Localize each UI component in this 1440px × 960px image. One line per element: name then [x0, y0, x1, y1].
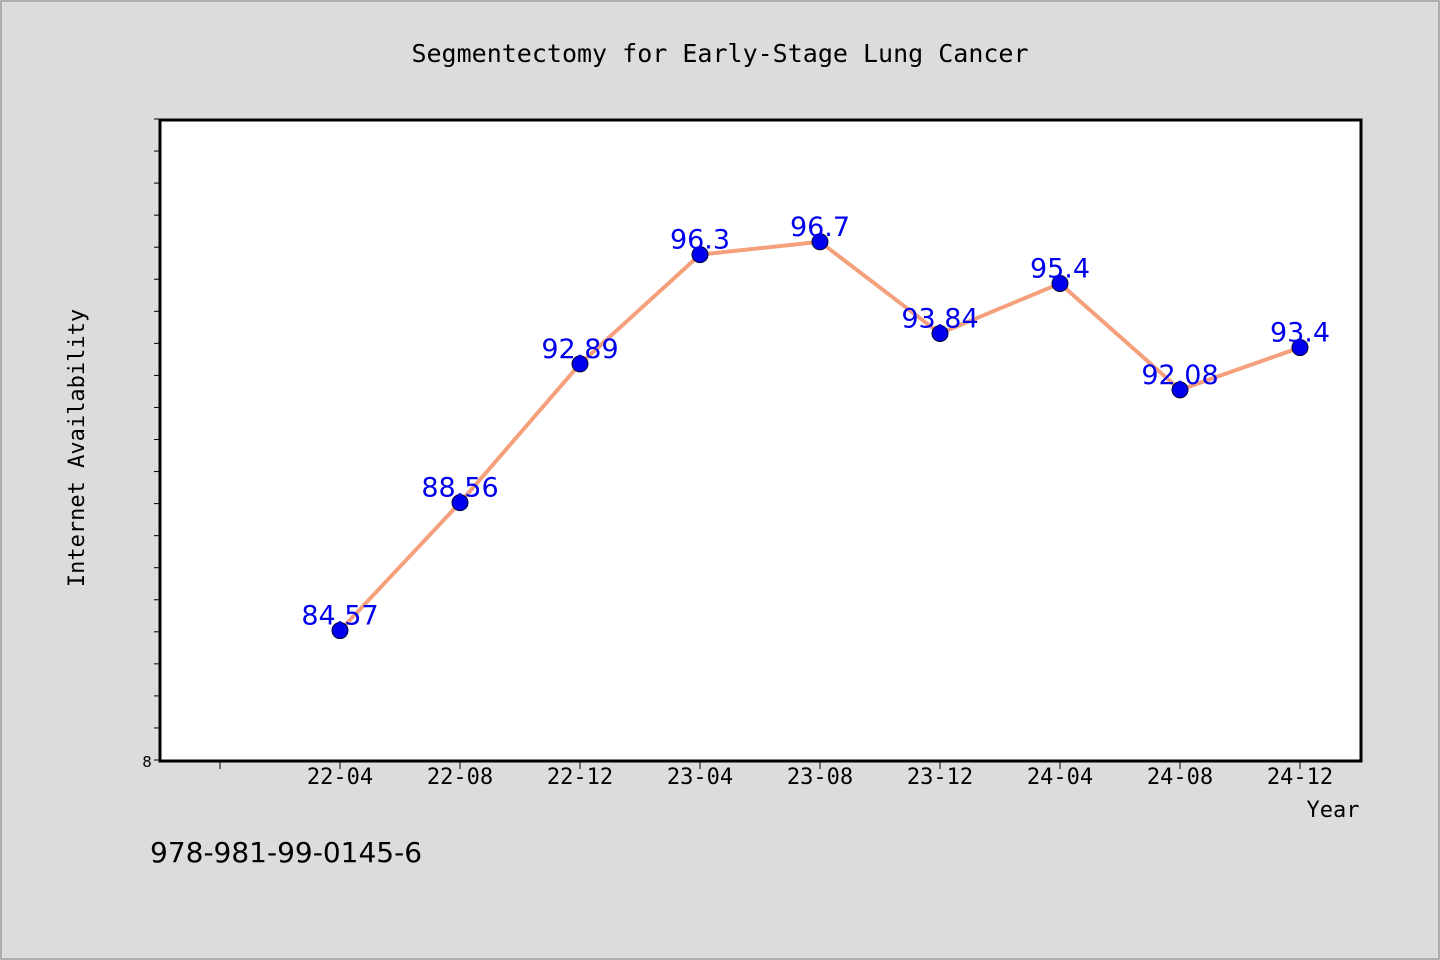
data-label: 93.4 [1270, 318, 1330, 349]
data-label: 93.84 [901, 303, 978, 334]
data-label: 96.7 [790, 212, 850, 243]
data-label: 95.4 [1030, 253, 1090, 284]
data-point [691, 246, 709, 264]
data-label: 88.56 [421, 473, 498, 504]
y-axis-label: Internet Availability [65, 309, 90, 587]
data-point [1171, 381, 1189, 399]
isbn-text: 978-981-99-0145-6 [150, 836, 423, 869]
data-point [1291, 339, 1309, 357]
data-point [931, 324, 949, 342]
data-point [1051, 274, 1069, 292]
data-point [571, 355, 589, 373]
x-tick-label: 24-08 [1147, 765, 1213, 790]
data-label: 96.3 [670, 225, 730, 256]
series-layer: 84.57 88.56 92.89 96.3 96.7 93.84 95.4 92.08 93.… [301, 212, 1330, 640]
data-point [331, 622, 349, 640]
x-tick-label: 22-08 [427, 765, 493, 790]
data-label: 92.08 [1141, 360, 1218, 391]
data-point [811, 233, 829, 251]
y-axis-ticks [154, 118, 160, 761]
data-point [451, 494, 469, 512]
x-tick-label: 23-12 [907, 765, 973, 790]
y-tick-label: 8 [142, 753, 152, 771]
x-axis-label: Year [1307, 798, 1360, 823]
x-tick-label: 24-04 [1027, 765, 1093, 790]
x-tick-label: 23-08 [787, 765, 853, 790]
x-axis-ticks: 22-04 22-08 22-12 23-04 23-08 23-12 24-04 24-08… [219, 761, 1333, 790]
data-label: 92.89 [541, 334, 618, 365]
data-label: 84.57 [301, 601, 378, 632]
x-tick-label: 24-12 [1267, 765, 1333, 790]
x-tick-label: 22-04 [307, 765, 373, 790]
plot-area [158, 118, 1363, 763]
chart-title: Segmentectomy for Early-Stage Lung Cance… [411, 39, 1028, 68]
x-tick-label: 23-04 [667, 765, 733, 790]
x-tick-label: 22-12 [547, 765, 613, 790]
